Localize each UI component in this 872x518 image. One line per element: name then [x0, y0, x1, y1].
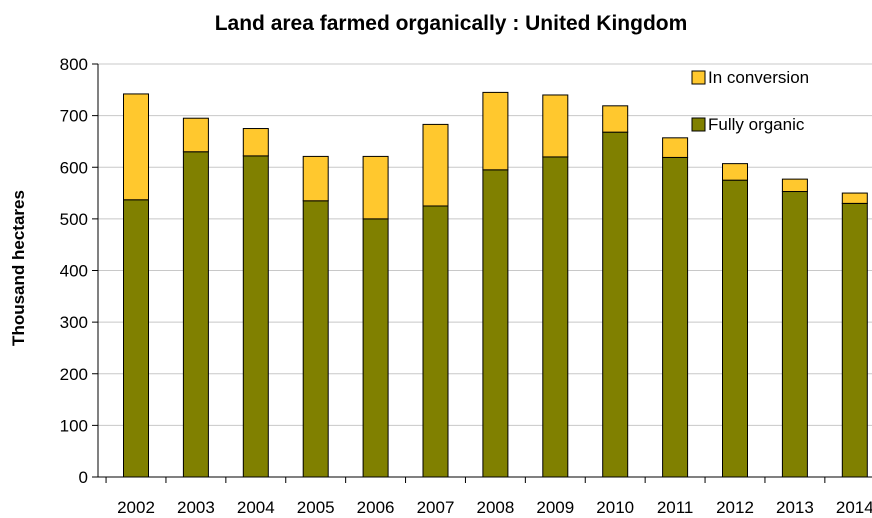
legend-swatch-fully-organic	[691, 117, 706, 132]
y-tick-label: 600	[60, 158, 88, 177]
bar-in-conversion-2007	[422, 123, 449, 207]
x-tick-label: 2004	[237, 498, 275, 517]
bar-fully-organic-2007	[422, 205, 449, 478]
bar-fully-organic-2014	[841, 202, 868, 478]
bar-fully-organic-2005	[302, 200, 329, 478]
y-tick-label: 100	[60, 416, 88, 435]
x-tick-label: 2007	[417, 498, 455, 517]
x-tick-labels: 2002 2003 2004 2005 2006 2007 2008 2009 2010 2011…	[117, 498, 872, 517]
legend-label-in-conversion: In conversion	[708, 68, 809, 87]
bar-fully-organic-2011	[662, 156, 689, 478]
x-tick-label: 2002	[117, 498, 155, 517]
bar-in-conversion-2013	[781, 178, 808, 193]
x-tick-label: 2006	[357, 498, 395, 517]
bar-fully-organic-2012	[722, 179, 748, 478]
x-tick-label: 2012	[716, 498, 754, 517]
x-tick-label: 2009	[536, 498, 574, 517]
bar-fully-organic-2004	[242, 155, 269, 478]
x-tick-label: 2013	[776, 498, 814, 517]
bar-fully-organic-2008	[482, 169, 509, 478]
bar-fully-organic-2003	[182, 151, 209, 478]
y-tick-label: 400	[60, 262, 88, 281]
legend: In conversion Fully organic	[691, 68, 809, 134]
x-tick-label: 2011	[657, 498, 694, 517]
legend-label-fully-organic: Fully organic	[708, 115, 805, 134]
bar-in-conversion-2006	[362, 155, 389, 220]
x-tick-label: 2008	[476, 498, 514, 517]
bar-in-conversion-2003	[182, 117, 209, 153]
x-tick-label: 2014	[836, 498, 872, 517]
bar-in-conversion-2011	[662, 137, 689, 158]
bar-in-conversion-2002	[123, 93, 149, 201]
x-tick-label: 2003	[177, 498, 215, 517]
bar-in-conversion-2014	[841, 192, 868, 204]
bar-fully-organic-2013	[781, 191, 808, 478]
bar-fully-organic-2010	[602, 131, 629, 478]
y-tick-label: 700	[60, 107, 88, 126]
y-tick-labels: 0 100 200 300 400 500 600 700 800	[60, 55, 88, 487]
y-tick-label: 500	[60, 210, 88, 229]
bars	[123, 91, 868, 478]
y-tick-label: 200	[60, 365, 88, 384]
bar-in-conversion-2012	[722, 163, 748, 181]
y-axis-label: Thousand hectares	[9, 190, 28, 346]
legend-swatch-in-conversion	[691, 70, 706, 85]
chart-title: Land area farmed organically : United Ki…	[214, 12, 688, 35]
x-tick-label: 2010	[596, 498, 634, 517]
bar-in-conversion-2004	[242, 128, 269, 157]
bar-fully-organic-2002	[123, 199, 149, 478]
bar-fully-organic-2006	[362, 218, 389, 478]
y-tick-label: 300	[60, 313, 88, 332]
y-tick-label: 800	[60, 55, 88, 74]
x-tick-label: 2005	[297, 498, 335, 517]
bar-in-conversion-2008	[482, 91, 509, 171]
bar-in-conversion-2009	[542, 94, 569, 158]
y-tick-label: 0	[79, 468, 88, 487]
bar-fully-organic-2009	[542, 156, 569, 478]
bar-in-conversion-2010	[602, 105, 629, 133]
bar-in-conversion-2005	[302, 155, 329, 202]
